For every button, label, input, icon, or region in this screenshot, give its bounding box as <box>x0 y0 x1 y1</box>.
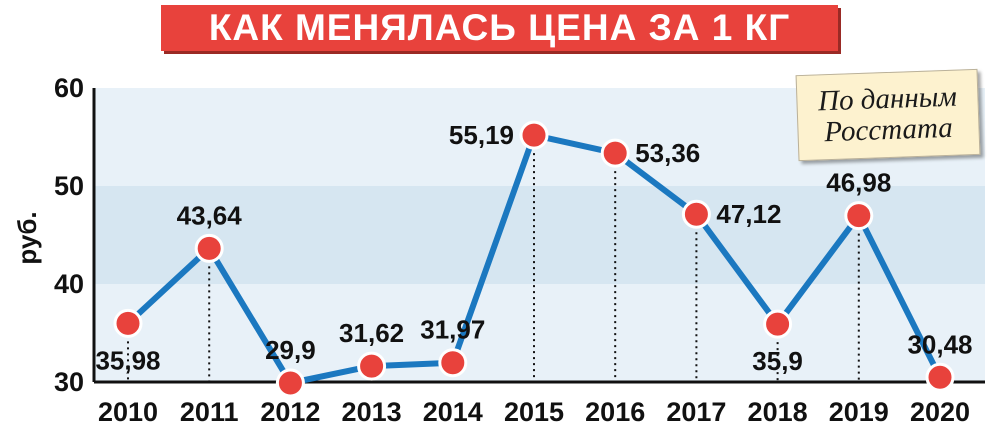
value-label: 31,97 <box>420 315 485 345</box>
y-tick-label: 30 <box>54 367 84 397</box>
data-point <box>113 308 143 338</box>
x-tick-label: 2015 <box>504 397 564 427</box>
y-tick-label: 60 <box>54 73 84 103</box>
value-label: 47,12 <box>716 199 781 229</box>
x-tick-label: 2020 <box>910 397 970 427</box>
value-label: 55,19 <box>449 120 514 150</box>
data-point <box>600 138 630 168</box>
x-tick-label: 2017 <box>666 397 726 427</box>
value-label: 30,48 <box>907 329 972 359</box>
y-tick-label: 50 <box>54 171 84 201</box>
x-tick-label: 2011 <box>180 397 239 427</box>
grid-band <box>94 186 985 284</box>
data-point <box>763 309 793 339</box>
value-label: 29,9 <box>265 335 316 365</box>
y-tick-label: 40 <box>54 269 84 299</box>
data-point <box>357 351 387 381</box>
value-label: 35,98 <box>95 345 160 375</box>
x-tick-label: 2016 <box>585 397 645 427</box>
x-tick-label: 2018 <box>748 397 808 427</box>
chart-title: КАК МЕНЯЛАСЬ ЦЕНА ЗА 1 КГ <box>208 7 791 48</box>
source-note-line2: Росстата <box>823 111 954 149</box>
data-point <box>194 233 224 263</box>
data-point <box>519 120 549 150</box>
data-point <box>681 199 711 229</box>
data-point <box>438 348 468 378</box>
data-point <box>844 201 874 231</box>
source-note: По данным Росстата <box>795 68 981 162</box>
x-tick-label: 2012 <box>260 397 320 427</box>
x-tick-label: 2013 <box>342 397 402 427</box>
x-tick-label: 2010 <box>98 397 158 427</box>
x-tick-label: 2019 <box>829 397 889 427</box>
value-label: 31,62 <box>339 318 404 348</box>
data-point <box>275 368 305 398</box>
x-tick-label: 2014 <box>423 397 483 427</box>
title-banner: КАК МЕНЯЛАСЬ ЦЕНА ЗА 1 КГ <box>161 5 838 51</box>
value-label: 43,64 <box>177 200 243 230</box>
value-label: 35,9 <box>752 346 803 376</box>
value-label: 46,98 <box>826 168 891 198</box>
y-axis-label: руб. <box>12 211 42 264</box>
grid-band <box>94 284 985 382</box>
data-point <box>925 362 955 392</box>
value-label: 53,36 <box>635 138 700 168</box>
